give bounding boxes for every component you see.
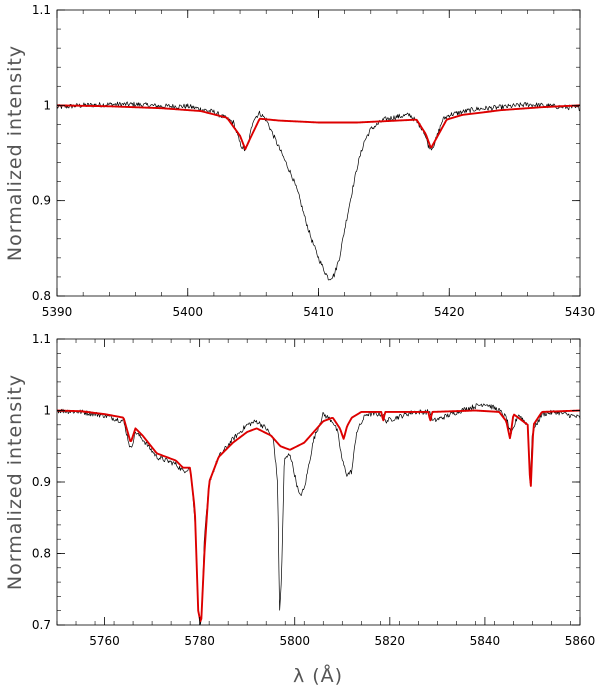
top-y-axis-label: Normalized intensity xyxy=(4,45,26,261)
bottom-x-tick-label: 5820 xyxy=(375,634,406,648)
bottom-y-tick-label: 0.9 xyxy=(32,475,51,489)
bottom-y-tick-label: 1 xyxy=(43,404,51,418)
bottom-x-tick-label: 5800 xyxy=(279,634,310,648)
top-x-tick-label: 5420 xyxy=(434,305,465,319)
bottom-panel: 5760 5780 5800 5820 5840 5860 0.7 0.8 0.9 1 1.1 No… xyxy=(4,332,595,687)
bottom-series-observed-line xyxy=(56,403,581,625)
top-series-observed-line xyxy=(56,101,581,281)
bottom-series-model-line xyxy=(56,409,581,623)
top-x-tick-label: 5400 xyxy=(172,305,203,319)
bottom-y-axis-label: Normalized intensity xyxy=(4,374,26,590)
bottom-x-tick-label: 5760 xyxy=(89,634,120,648)
bottom-x-tick-label: 5840 xyxy=(470,634,501,648)
top-x-tick-label: 5390 xyxy=(42,305,73,319)
top-series-layer xyxy=(56,101,581,281)
bottom-y-tick-label: 1.1 xyxy=(32,332,51,346)
bottom-x-tick-label: 5860 xyxy=(565,634,596,648)
top-y-tick-label: 1 xyxy=(43,98,51,112)
top-panel: 5390 5400 5410 5420 5430 0.8 0.9 1 1.1 Normalize… xyxy=(4,3,595,319)
top-y-tick-label: 0.9 xyxy=(32,194,51,208)
top-x-tick-label: 5410 xyxy=(303,305,334,319)
top-y-tick-label: 0.8 xyxy=(32,289,51,303)
top-x-tick-label: 5430 xyxy=(565,305,596,319)
bottom-series-layer xyxy=(56,403,581,625)
top-plot-frame xyxy=(56,9,581,297)
bottom-ticks: 5760 5780 5800 5820 5840 5860 0.7 0.8 0.9 1 1.1 xyxy=(32,332,595,648)
bottom-y-tick-label: 0.8 xyxy=(32,547,51,561)
top-y-tick-label: 1.1 xyxy=(32,3,51,17)
bottom-x-axis-label: λ (Å) xyxy=(293,664,343,687)
bottom-plot-frame xyxy=(56,338,581,626)
bottom-y-tick-label: 0.7 xyxy=(32,618,51,632)
top-series-model-line xyxy=(56,104,581,151)
bottom-x-tick-label: 5780 xyxy=(184,634,215,648)
top-ticks: 5390 5400 5410 5420 5430 0.8 0.9 1 1.1 xyxy=(32,3,595,319)
